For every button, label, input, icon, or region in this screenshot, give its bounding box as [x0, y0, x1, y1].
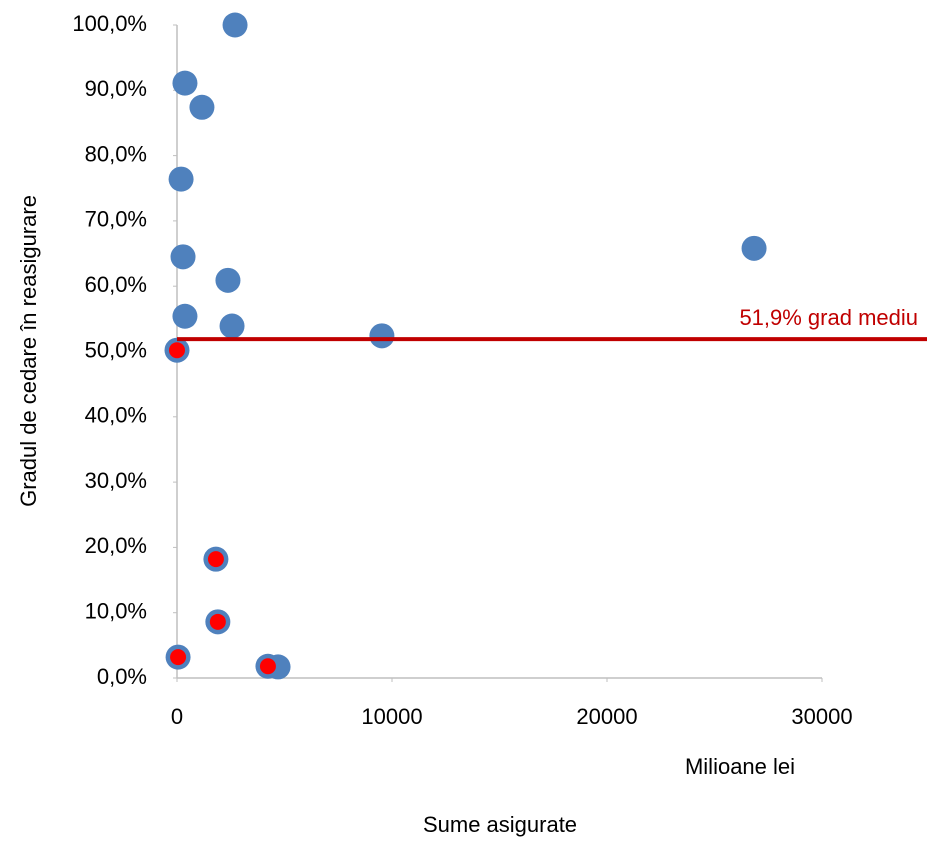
point	[215, 267, 241, 293]
y-tick-label: 30,0%	[85, 468, 147, 493]
point	[209, 613, 226, 630]
x-axis-label: Sume asigurate	[423, 812, 577, 837]
point	[189, 94, 215, 120]
y-tick-label: 10,0%	[85, 599, 147, 624]
y-axis-label: Gradul de cedare în reasigurare	[16, 195, 41, 507]
point	[259, 658, 276, 675]
point	[170, 649, 187, 666]
point	[369, 323, 395, 349]
y-tick-label: 100,0%	[72, 11, 147, 36]
y-tick-label: 40,0%	[85, 403, 147, 428]
x-tick-label: 30000	[791, 704, 852, 729]
point	[741, 235, 767, 261]
point	[168, 166, 194, 192]
y-tick-label: 20,0%	[85, 533, 147, 558]
y-tick-label: 80,0%	[85, 141, 147, 166]
x-unit-label: Milioane lei	[685, 754, 795, 779]
y-tick-label: 50,0%	[85, 337, 147, 362]
y-tick-label: 70,0%	[85, 207, 147, 232]
point	[172, 303, 198, 329]
x-tick-label: 0	[171, 704, 183, 729]
point	[222, 12, 248, 38]
x-tick-label: 20000	[576, 704, 637, 729]
y-tick-label: 90,0%	[85, 76, 147, 101]
point	[170, 244, 196, 270]
x-tick-label: 10000	[361, 704, 422, 729]
point	[172, 70, 198, 96]
y-tick-label: 0,0%	[97, 664, 147, 689]
mean-label: 51,9% grad mediu	[739, 305, 918, 330]
y-tick-label: 60,0%	[85, 272, 147, 297]
point	[169, 342, 185, 359]
point	[219, 313, 245, 339]
point	[207, 551, 224, 568]
